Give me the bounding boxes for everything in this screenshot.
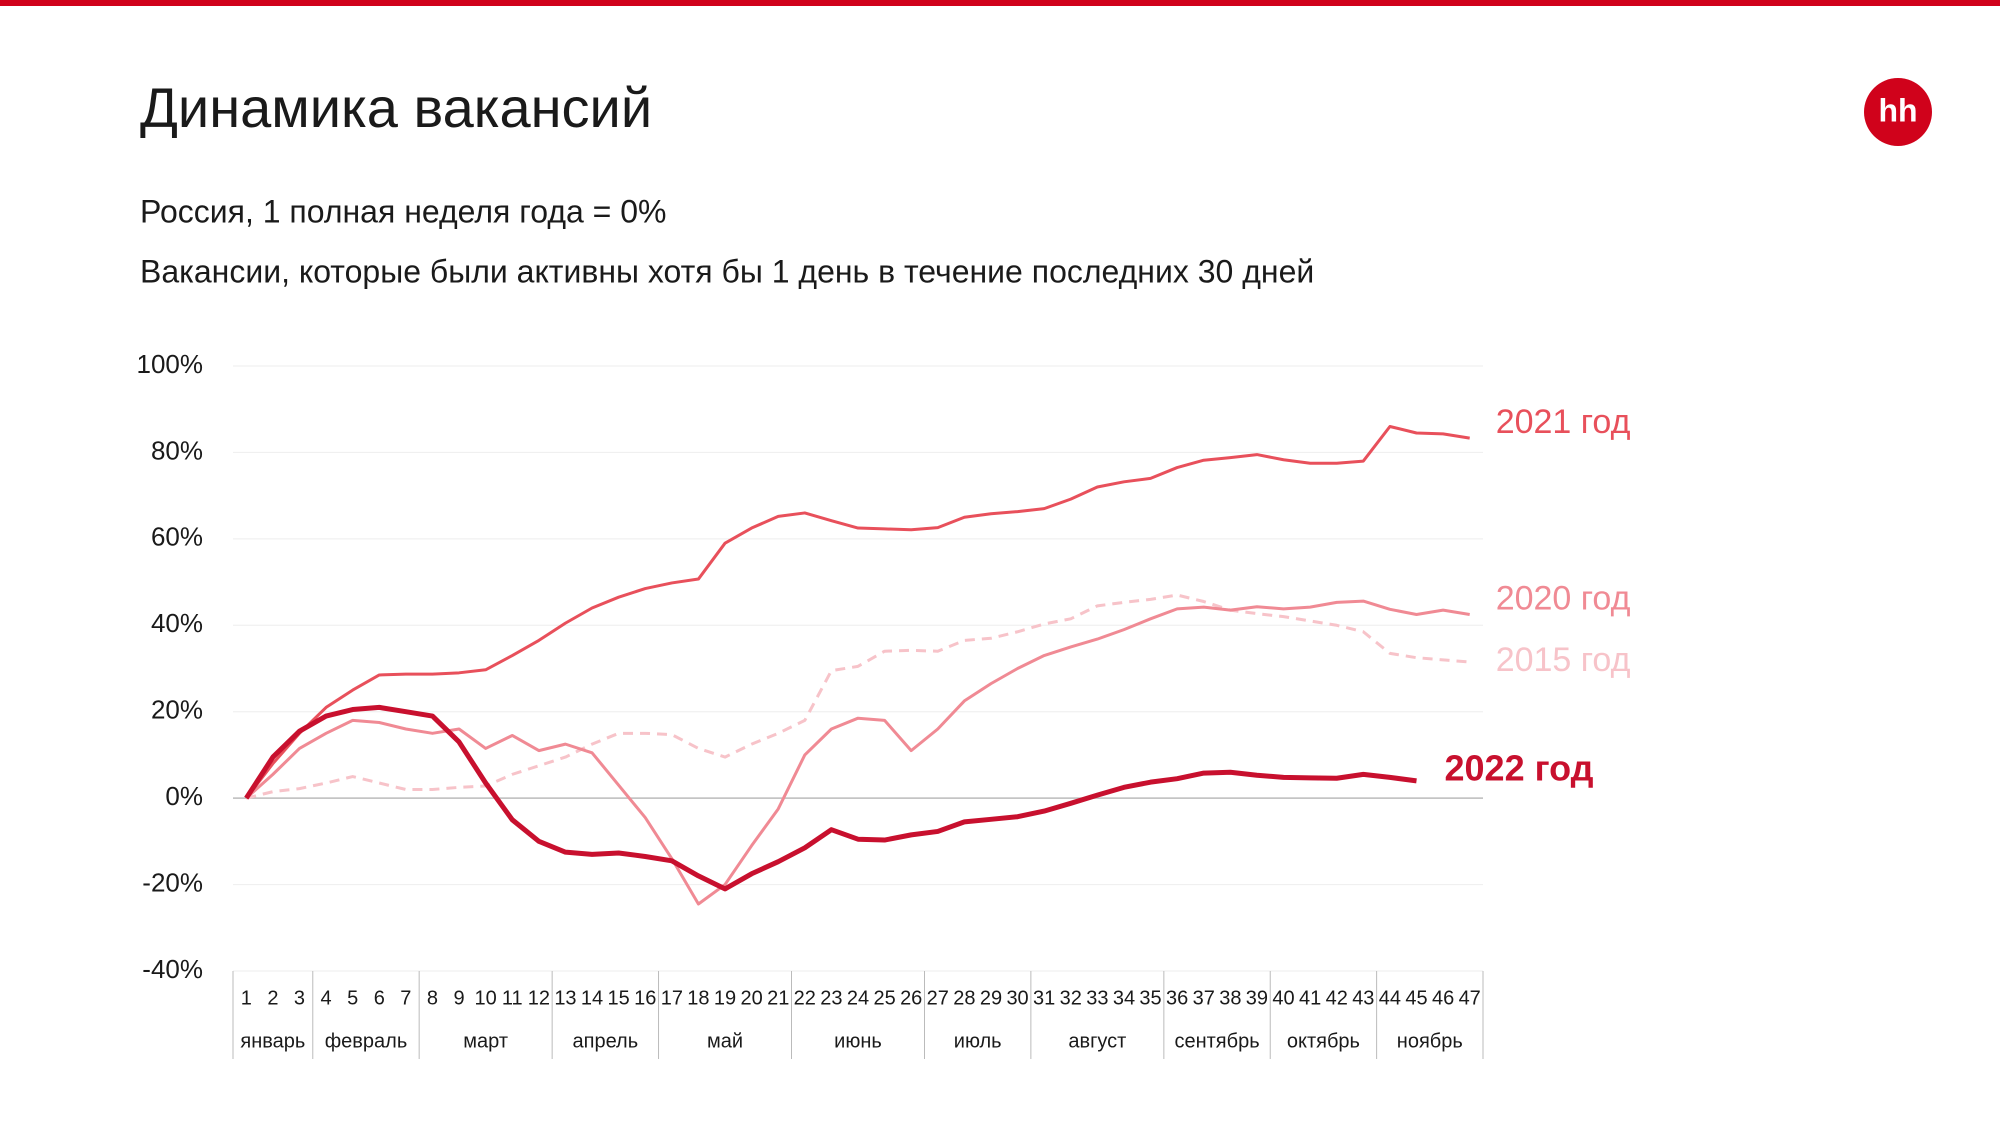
- top-bar: [0, 0, 2000, 6]
- month-label: май: [707, 1030, 743, 1052]
- x-tick-label: 24: [847, 987, 869, 1009]
- x-tick-label: 6: [374, 987, 385, 1009]
- x-tick-label: 8: [427, 987, 438, 1009]
- y-tick-label: -20%: [142, 867, 203, 897]
- x-tick-label: 14: [581, 987, 603, 1009]
- x-tick-label: 47: [1459, 987, 1481, 1009]
- logo-text: hh: [1878, 92, 1917, 128]
- subtitle: Россия, 1 полная неделя года = 0%: [140, 193, 667, 229]
- y-tick-label: 20%: [151, 695, 203, 725]
- x-tick-label: 37: [1193, 987, 1215, 1009]
- series-label: 2021 год: [1496, 403, 1631, 441]
- x-tick-label: 26: [900, 987, 922, 1009]
- x-tick-label: 25: [873, 987, 895, 1009]
- series-label: 2020 год: [1496, 579, 1631, 617]
- x-tick-label: 21: [767, 987, 789, 1009]
- subtitle: Вакансии, которые были активны хотя бы 1…: [140, 253, 1314, 289]
- x-tick-label: 9: [454, 987, 465, 1009]
- x-tick-label: 28: [953, 987, 975, 1009]
- x-tick-label: 17: [661, 987, 683, 1009]
- series-label: 2022 год: [1445, 747, 1594, 788]
- x-tick-label: 18: [687, 987, 709, 1009]
- series-line: [245, 599, 1470, 906]
- month-label: июнь: [834, 1030, 882, 1052]
- month-label: апрель: [573, 1030, 639, 1052]
- x-tick-label: 12: [528, 987, 550, 1009]
- logo: [1864, 78, 1932, 146]
- x-tick-label: 35: [1139, 987, 1161, 1009]
- x-tick-label: 30: [1006, 987, 1028, 1009]
- x-tick-label: 1: [241, 987, 252, 1009]
- x-tick-label: 45: [1405, 987, 1427, 1009]
- month-label: август: [1068, 1030, 1126, 1052]
- x-tick-label: 19: [714, 987, 736, 1009]
- x-tick-label: 10: [475, 987, 497, 1009]
- x-tick-label: 7: [400, 987, 411, 1009]
- x-tick-label: 40: [1272, 987, 1294, 1009]
- x-tick-label: 44: [1379, 987, 1401, 1009]
- y-tick-label: 60%: [151, 522, 203, 552]
- y-tick-label: 0%: [165, 781, 203, 811]
- x-tick-label: 13: [554, 987, 576, 1009]
- x-tick-label: 42: [1326, 987, 1348, 1009]
- x-tick-label: 11: [502, 987, 523, 1009]
- x-tick-label: 27: [927, 987, 949, 1009]
- series-label: 2015 год: [1496, 641, 1631, 679]
- x-tick-label: 36: [1166, 987, 1188, 1009]
- x-tick-label: 31: [1033, 987, 1055, 1009]
- x-tick-label: 22: [794, 987, 816, 1009]
- y-tick-label: 80%: [151, 435, 203, 465]
- x-tick-label: 15: [608, 987, 630, 1009]
- series-line: [245, 593, 1470, 800]
- y-tick-label: 100%: [137, 349, 204, 379]
- x-tick-label: 41: [1299, 987, 1321, 1009]
- month-label: июль: [954, 1030, 1002, 1052]
- x-tick-label: 32: [1060, 987, 1082, 1009]
- y-tick-label: 40%: [151, 608, 203, 638]
- x-tick-label: 43: [1352, 987, 1374, 1009]
- x-tick-label: 4: [321, 987, 332, 1009]
- y-tick-label: -40%: [142, 954, 203, 984]
- title: Динамика вакансий: [140, 76, 652, 139]
- month-label: сентябрь: [1174, 1030, 1259, 1052]
- x-tick-label: 38: [1219, 987, 1241, 1009]
- x-tick-label: 29: [980, 987, 1002, 1009]
- x-tick-label: 46: [1432, 987, 1454, 1009]
- x-tick-label: 20: [740, 987, 762, 1009]
- x-tick-label: 34: [1113, 987, 1135, 1009]
- x-tick-label: 5: [347, 987, 358, 1009]
- x-tick-label: 23: [820, 987, 842, 1009]
- series-line: [244, 704, 1417, 892]
- month-label: октябрь: [1287, 1030, 1360, 1052]
- month-label: март: [463, 1030, 508, 1052]
- x-tick-label: 33: [1086, 987, 1108, 1009]
- month-label: ноябрь: [1397, 1030, 1463, 1052]
- month-label: январь: [240, 1030, 305, 1052]
- x-tick-label: 39: [1246, 987, 1268, 1009]
- x-tick-label: 3: [294, 987, 305, 1009]
- month-label: февраль: [325, 1030, 408, 1052]
- series-line: [245, 425, 1470, 800]
- x-tick-label: 16: [634, 987, 656, 1009]
- x-tick-label: 2: [267, 987, 278, 1009]
